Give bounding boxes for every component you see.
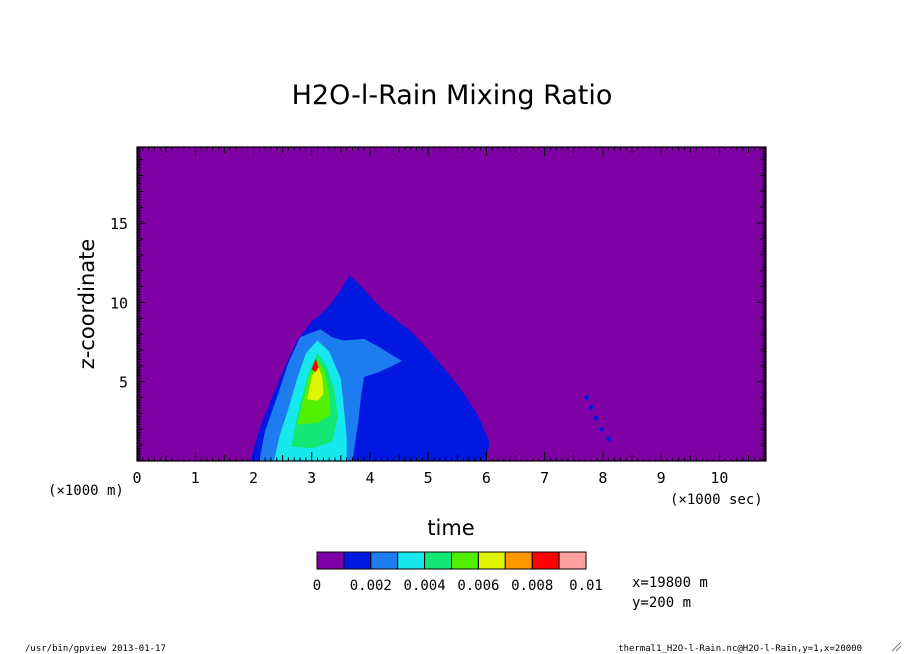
- y-tick-labels: 5 10 15: [110, 215, 128, 392]
- colorbar-label: 0.006: [457, 578, 499, 594]
- contour-dot: [606, 436, 612, 442]
- colorbar-swatch: [504, 551, 533, 570]
- colorbar-swatch: [531, 551, 560, 570]
- contour-dot: [589, 404, 594, 410]
- colorbar-swatch: [316, 551, 345, 570]
- colorbar-swatch: [343, 551, 372, 570]
- colorbar-swatch: [558, 551, 587, 570]
- x-tick-label: 5: [424, 469, 433, 487]
- x-tick-labels: 0 1 2 3 4 5 6 7 8 9 10: [132, 469, 728, 487]
- plot-area: [136, 146, 767, 462]
- colorbar-label: 0.01: [569, 578, 603, 594]
- x-tick-label: 6: [482, 469, 491, 487]
- x-tick-label: 9: [657, 469, 666, 487]
- colorbar-swatch: [477, 551, 506, 570]
- contour-dot: [599, 427, 605, 432]
- contour-level-6: [307, 364, 324, 401]
- contour-dot: [593, 415, 599, 421]
- colorbar-swatch: [370, 551, 399, 570]
- colorbar-label: 0.004: [404, 578, 446, 594]
- axis-ticks: [136, 146, 767, 462]
- colorbar-swatch: [397, 551, 426, 570]
- colorbar-labels: 0 0.002 0.004 0.006 0.008 0.01: [313, 578, 603, 594]
- colorbar-swatch: [451, 551, 479, 570]
- chart-title: H2O-l-Rain Mixing Ratio: [292, 80, 613, 111]
- x-tick-label: 1: [191, 469, 200, 487]
- x-tick-label: 8: [598, 469, 607, 487]
- x-tick-label: 10: [710, 469, 728, 487]
- coord-x-annotation: x=19800 m: [632, 575, 708, 591]
- x-tick-label: 3: [307, 469, 316, 487]
- colorbar: [316, 551, 587, 570]
- colorbar-label: 0.002: [350, 578, 392, 594]
- x-unit: (×1000 sec): [670, 492, 763, 508]
- colorbar-label: 0.008: [511, 578, 553, 594]
- x-tick-label: 7: [540, 469, 549, 487]
- footer-right: thermal1_H2O-l-Rain.nc@H2O-l-Rain,y=1,x=…: [618, 644, 862, 654]
- colorbar-swatch: [424, 551, 453, 570]
- x-tick-label: 0: [132, 469, 141, 487]
- y-unit: (×1000 m): [48, 483, 124, 499]
- y-tick-label: 5: [119, 374, 128, 392]
- coord-y-annotation: y=200 m: [632, 595, 691, 611]
- contour-dot: [584, 395, 589, 400]
- x-tick-label: 4: [365, 469, 374, 487]
- resize-grip-icon[interactable]: [890, 640, 902, 652]
- contour-level-8: [311, 358, 319, 373]
- x-axis-label: time: [427, 516, 474, 540]
- footer-left: /usr/bin/gpview 2013-01-17: [25, 644, 166, 654]
- y-tick-label: 10: [110, 294, 128, 312]
- colorbar-label: 0: [313, 578, 321, 594]
- x-tick-label: 2: [249, 469, 258, 487]
- y-tick-label: 15: [110, 215, 128, 233]
- y-axis-label: z-coordinate: [75, 239, 99, 370]
